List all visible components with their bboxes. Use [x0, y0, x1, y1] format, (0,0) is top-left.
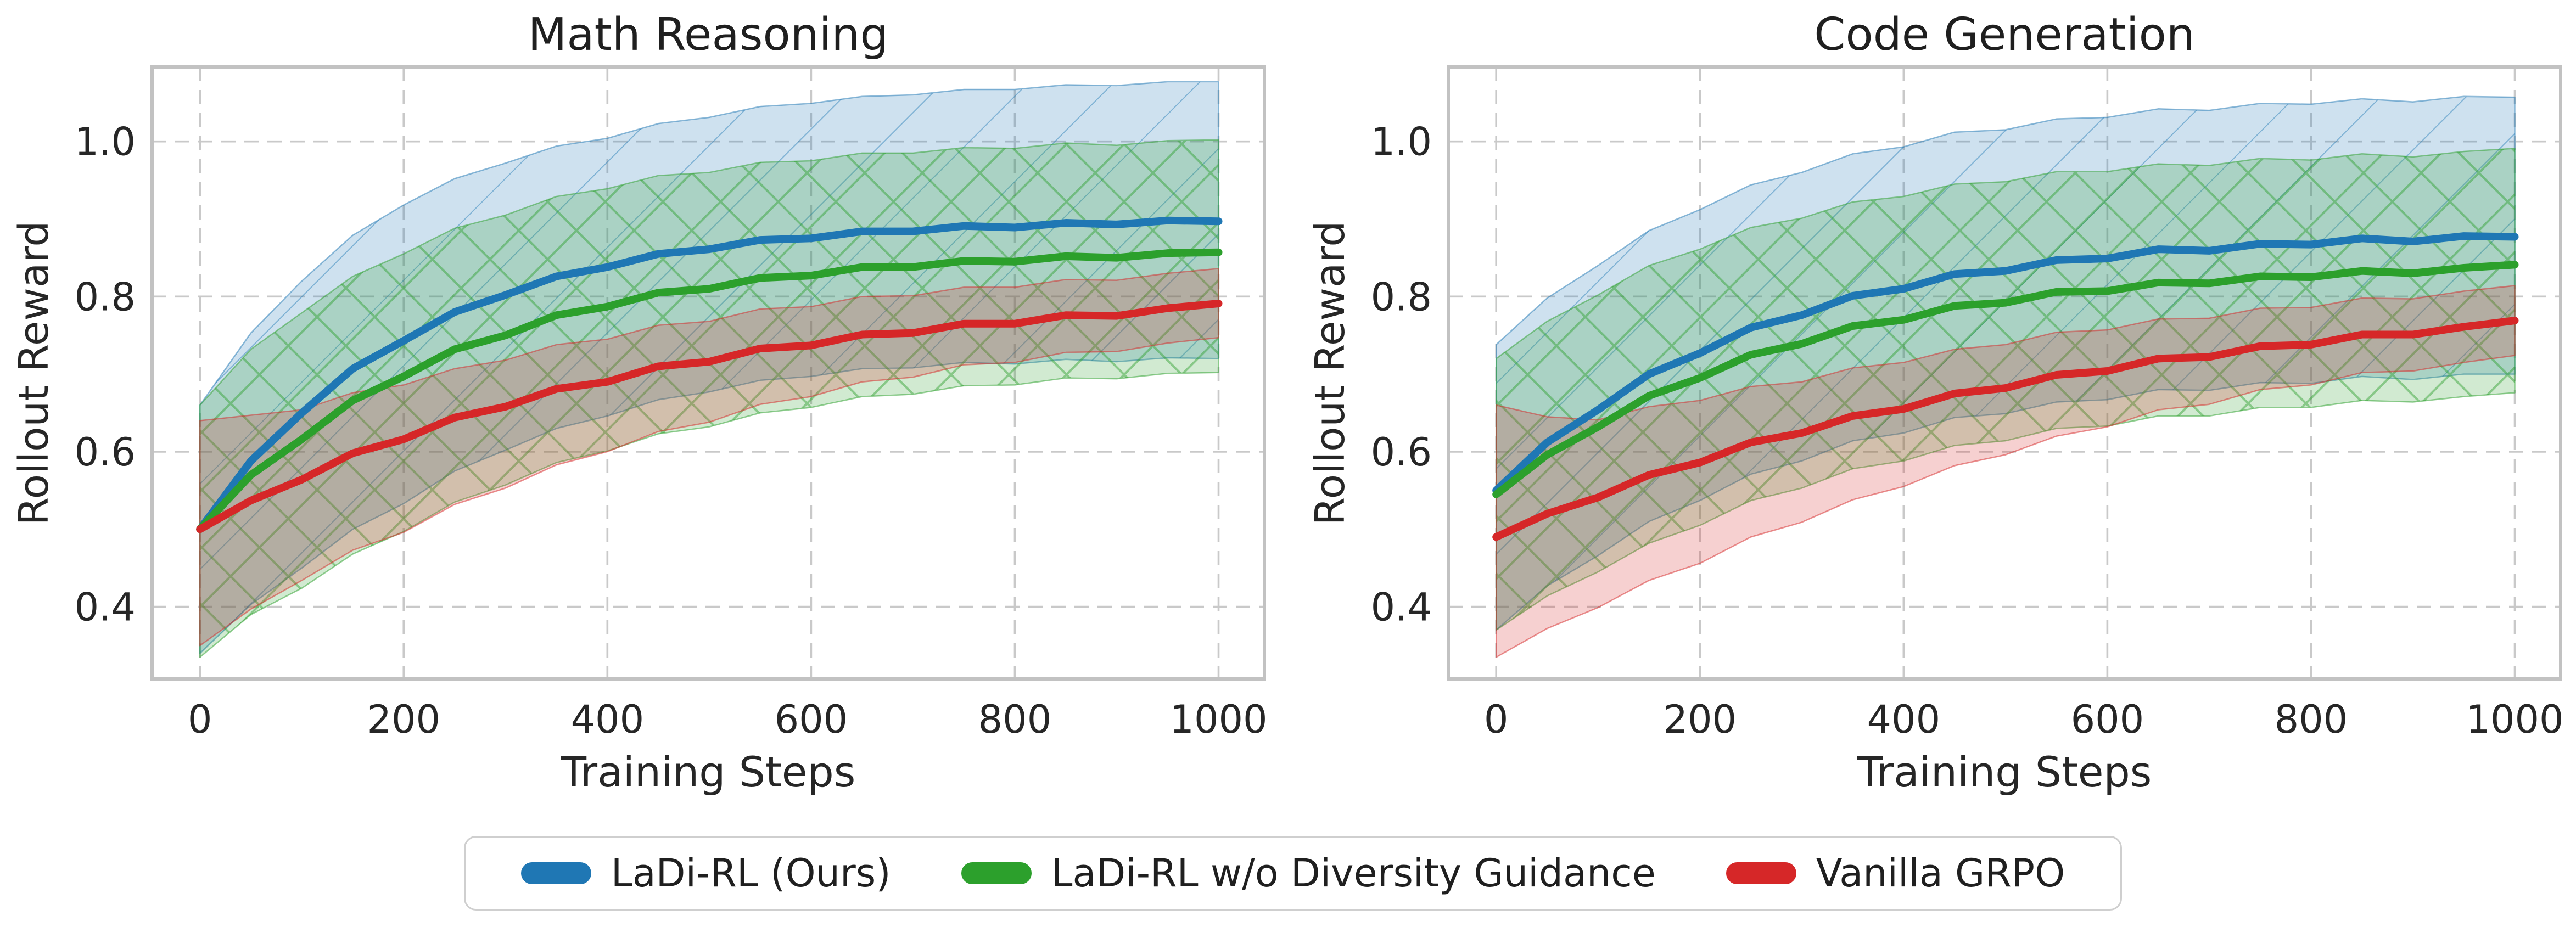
legend-item-vanilla-grpo: Vanilla GRPO [1726, 851, 2065, 896]
legend-swatch-green-line-icon [961, 862, 1032, 884]
y-tick-label: 0.8 [1371, 274, 1432, 319]
x-axis-label-left: Training Steps [561, 748, 856, 796]
series-line [1492, 261, 2519, 498]
x-tick-label: 600 [775, 697, 848, 742]
y-tick-label: 0.6 [75, 430, 136, 475]
legend-label: LaDi-RL (Ours) [611, 851, 891, 896]
confidence-band [1495, 285, 2516, 658]
x-tick-label: 0 [1484, 697, 1509, 742]
y-tick-label: 1.0 [1371, 120, 1432, 165]
x-tick-label: 200 [1663, 697, 1737, 742]
chart-title-code-generation: Code Generation [1814, 9, 2195, 61]
axes-spines [1447, 65, 2562, 681]
y-tick-label: 0.4 [75, 585, 136, 630]
x-tick-label: 1000 [2466, 697, 2563, 742]
legend-item-ladi-rl-wo-diversity: LaDi-RL w/o Diversity Guidance [961, 851, 1656, 896]
confidence-band [199, 268, 1219, 647]
plot-data-area [1492, 95, 2519, 658]
y-axis-label-left: Rollout Reward [10, 221, 58, 526]
legend: LaDi-RL (Ours) LaDi-RL w/o Diversity Gui… [464, 836, 2122, 911]
legend-swatch-blue-line-icon [520, 862, 591, 884]
legend-label: Vanilla GRPO [1816, 851, 2065, 896]
series-line [1492, 317, 2519, 541]
y-tick-label: 0.4 [1371, 585, 1432, 630]
x-tick-label: 1000 [1169, 697, 1267, 742]
legend-item-ladi-rl: LaDi-RL (Ours) [520, 851, 891, 896]
series-line [196, 216, 1223, 533]
plot-data-area [196, 81, 1223, 658]
series-line [196, 248, 1223, 533]
y-tick-label: 0.8 [75, 274, 136, 319]
y-tick-label: 1.0 [75, 120, 136, 165]
x-tick-label: 400 [571, 697, 645, 742]
x-axis-label-right: Training Steps [1857, 748, 2152, 796]
x-tick-label: 200 [367, 697, 440, 742]
axes-0: 0 200 400 600 800 1000 0.4 0.6 0.8 1.0 [75, 65, 1268, 742]
x-tick-label: 0 [188, 697, 212, 742]
legend-label: LaDi-RL w/o Diversity Guidance [1051, 851, 1656, 896]
axes-spines [150, 65, 1266, 681]
series-line [1492, 232, 2519, 495]
y-tick-label: 0.6 [1371, 430, 1432, 475]
axes-1: 0 200 400 600 800 1000 0.4 0.6 0.8 1.0 [1371, 65, 2564, 742]
x-tick-label: 800 [2275, 697, 2348, 742]
series-line [196, 300, 1223, 533]
legend-swatch-red-line-icon [1726, 862, 1796, 884]
chart-title-math-reasoning: Math Reasoning [528, 9, 889, 61]
y-axis-label-right: Rollout Reward [1307, 221, 1354, 526]
x-tick-label: 800 [978, 697, 1052, 742]
x-tick-label: 600 [2071, 697, 2144, 742]
confidence-band-hatch [200, 139, 1219, 658]
x-tick-label: 400 [1867, 697, 1941, 742]
